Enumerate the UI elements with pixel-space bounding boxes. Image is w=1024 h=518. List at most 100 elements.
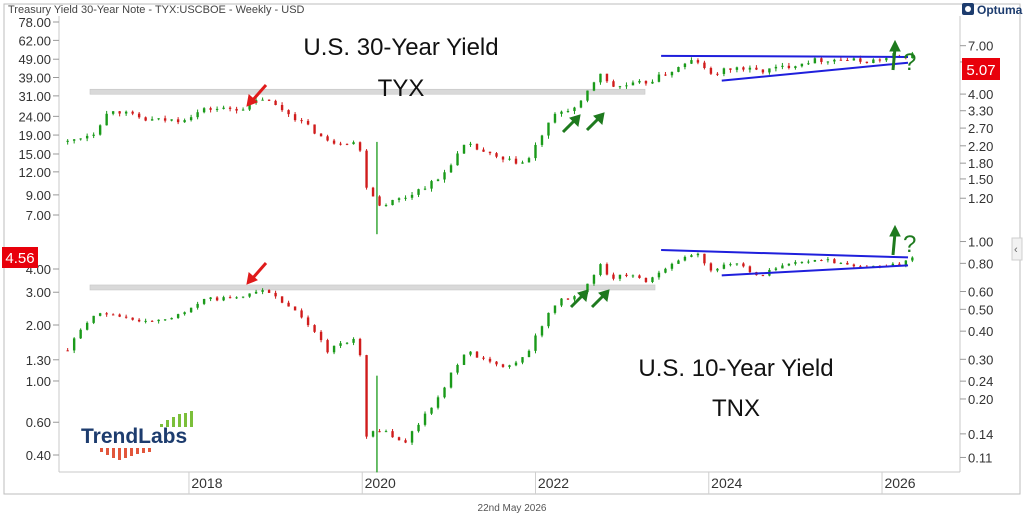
collapse-tab-bg[interactable] [1011,237,1023,261]
candle-body [85,322,89,330]
logo-bar [136,448,139,454]
candle-body [189,117,193,121]
candle-body [170,317,173,320]
trendlabs-wordmark: TrendLabs [81,425,187,448]
candle-body [696,60,700,63]
candle-body [612,81,615,87]
candle-body [690,255,693,257]
support-band-tyx [89,88,646,95]
candle-body [716,73,719,75]
candle-body [137,319,141,322]
candle-body [267,99,271,101]
candle-body [573,296,576,300]
candle-body [144,320,147,322]
right-tick-label: 2.20 [968,139,993,154]
candle-body [456,153,459,166]
tnx-title-label: U.S. 10-Year Yield [638,355,833,382]
left-tick-label: 31.00 [18,89,51,104]
candle-body [137,113,141,118]
trendlabs-bars-bottom [100,448,151,460]
candle-body [625,274,628,276]
candle-body [560,111,563,114]
candle-body [534,335,537,351]
trendline-support-tyx [721,61,909,82]
left-tick-label: 78.00 [18,15,51,30]
candle-body [644,277,648,282]
candle-body [228,107,232,109]
candle-body [774,268,778,270]
candle-body [553,305,557,313]
tyx-last-value-bg [962,58,1000,80]
green-up-arrow-tnx-shaft [891,232,897,256]
left-tick-label: 9.00 [26,188,51,203]
chevron-left-icon[interactable]: ‹ [1014,244,1018,256]
left-tick-label: 0.60 [26,415,51,430]
candle-body [235,297,238,299]
candle-body [417,189,420,195]
candle-body [196,112,199,118]
red-arrow-tyx [246,84,268,107]
candle-body [436,179,440,182]
candle-body [852,58,856,61]
candle-body [358,142,362,151]
candle-body [670,71,674,76]
logo-bar [166,420,169,427]
candle-body [423,413,427,425]
candle-body [482,357,485,359]
candle-body [222,107,225,109]
candle-body [300,310,303,318]
candle-body [384,431,388,433]
logo-bar [172,417,175,427]
green-arrow-4-head [598,289,610,303]
candle-body [345,143,349,145]
candle-body [306,120,310,125]
candle-body [638,80,641,83]
candle-body [605,73,609,82]
candle-body [807,261,810,263]
candle-body [144,117,147,121]
left-tick-label: 1.00 [26,374,51,389]
candle-body [566,298,570,300]
optuma-logo: Optuma [962,3,1023,17]
question-mark-tnx: ? [903,231,916,258]
candle-body [488,358,492,362]
right-tick-label: 7.00 [968,39,993,54]
candle-body [579,100,583,108]
candle-body [79,138,82,140]
candle-body [852,264,856,267]
candle-body [813,58,817,64]
candle-body [189,307,193,313]
candle-body [846,60,849,62]
candle-body [508,158,511,160]
candle-body [560,298,563,306]
candle-body [794,262,797,264]
green-arrow-4-shaft [590,293,606,309]
candle-body [209,108,212,110]
candle-body [683,63,687,68]
right-tick-label: 3.30 [968,104,993,119]
candle-body [872,59,875,64]
candle-body [85,135,89,139]
candle-body [410,431,414,443]
candle-body [599,264,602,275]
question-mark-tyx: ? [903,49,916,76]
candle-body [287,302,290,307]
candle-body [514,362,518,366]
candle-body [280,296,284,303]
candle-body [644,80,648,84]
candle-body [365,355,368,437]
logo-bar [118,448,121,460]
green-arrow-3-head [577,289,589,303]
logo-bar [142,448,145,453]
plot-frame [3,3,1021,495]
candle-body [423,188,427,190]
candle-body [430,181,433,189]
candle-body [72,139,76,141]
left-tick-label: 12.00 [18,165,51,180]
candle-body [540,326,544,336]
candle-body [248,293,251,297]
candle-body [696,253,700,256]
candle-body [163,118,167,121]
candle-body [651,277,654,282]
right-collapse-tab[interactable]: ‹ [1011,237,1023,261]
